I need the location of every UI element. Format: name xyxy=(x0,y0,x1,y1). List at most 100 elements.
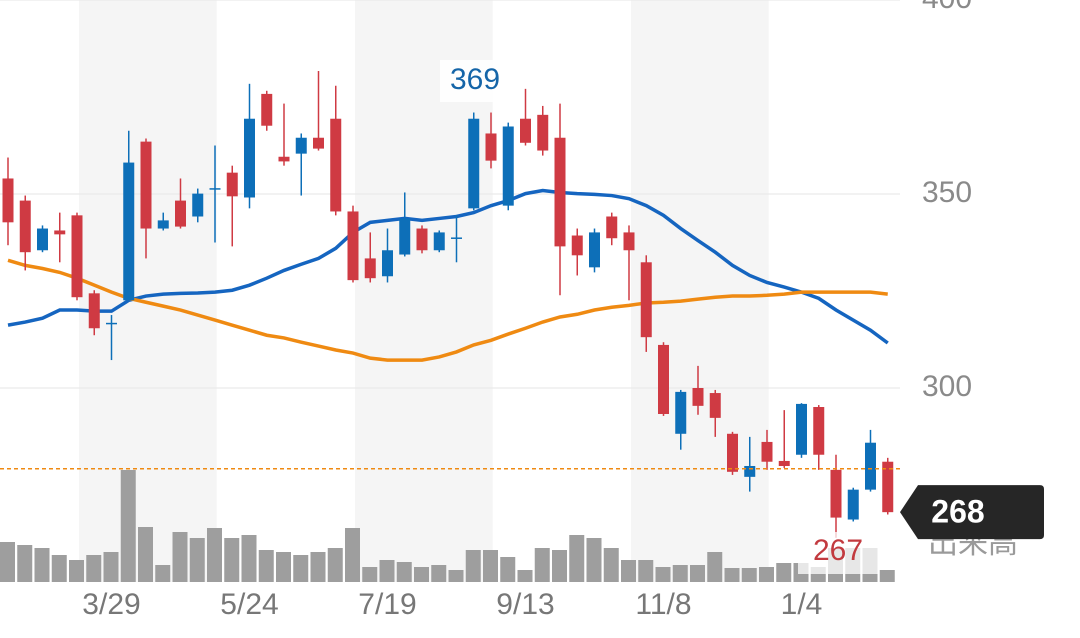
volume-bar xyxy=(707,552,723,582)
volume-bar xyxy=(672,565,688,582)
price-marker-badge xyxy=(900,485,1044,540)
volume-bar xyxy=(465,550,481,582)
candle-body xyxy=(399,218,411,255)
volume-bar xyxy=(414,567,429,582)
volume-bar xyxy=(0,542,15,582)
shade-band xyxy=(631,0,769,582)
x-tick-label: 11/8 xyxy=(635,588,691,621)
x-tick-label: 3/29 xyxy=(82,588,140,621)
candle-body xyxy=(71,215,83,298)
candle-body xyxy=(571,235,583,256)
volume-bar xyxy=(207,528,222,582)
volume-bar xyxy=(224,538,240,582)
volume-bar xyxy=(155,565,171,582)
volume-bar xyxy=(69,560,84,582)
candle-body xyxy=(88,293,100,329)
volume-bar xyxy=(741,568,757,582)
volume-bar xyxy=(483,550,498,582)
candle-body xyxy=(433,232,445,251)
candle-body xyxy=(606,216,618,239)
volume-bar xyxy=(276,552,291,582)
volume-bar xyxy=(879,570,895,582)
volume-bar xyxy=(17,545,33,582)
candle-body xyxy=(589,232,600,268)
candle-body xyxy=(761,441,773,462)
volume-bar xyxy=(759,567,774,582)
volume-bar xyxy=(293,555,309,582)
volume-bar xyxy=(431,565,447,582)
volume-bar xyxy=(241,535,257,582)
volume-bar xyxy=(690,565,705,582)
candle-body xyxy=(830,469,842,518)
candle-body xyxy=(175,200,186,227)
candle-body xyxy=(709,393,721,418)
candle-body xyxy=(692,388,704,406)
candle-body xyxy=(330,118,342,212)
y-tick-label: 350 xyxy=(922,176,972,209)
volume-bar xyxy=(258,550,274,582)
background xyxy=(79,0,769,582)
moving-average-line xyxy=(7,188,889,345)
shade-band xyxy=(79,0,217,582)
volume-bar xyxy=(172,532,188,582)
volume-bar xyxy=(51,555,67,582)
candle-body xyxy=(502,126,514,206)
candle-body xyxy=(416,228,428,251)
x-tick-label: 7/19 xyxy=(358,588,416,621)
low-annotation: 267 xyxy=(813,534,863,567)
candle-body xyxy=(468,118,480,209)
candle-body xyxy=(813,407,825,455)
candle-body xyxy=(882,461,894,513)
volume-bar xyxy=(120,470,136,582)
volume-bar xyxy=(310,552,326,582)
x-tick-label: 5/24 xyxy=(220,588,278,621)
candle-body xyxy=(364,258,376,279)
candle-body xyxy=(347,211,359,281)
candle-body xyxy=(727,433,738,472)
volume-bar xyxy=(517,570,533,582)
x-tick-label: 9/13 xyxy=(496,588,554,621)
candle-body xyxy=(54,230,66,235)
candle-body xyxy=(382,250,393,277)
candle-body xyxy=(261,93,273,126)
volume-bar xyxy=(724,568,740,582)
volume-bar xyxy=(379,560,395,582)
candle-body xyxy=(278,156,290,162)
volume-bar xyxy=(552,550,567,582)
candle-body xyxy=(157,220,169,229)
volume-bar xyxy=(138,527,153,582)
volume-bar xyxy=(103,552,119,582)
candle-body xyxy=(865,442,876,490)
candle-body xyxy=(192,193,204,217)
candle-body xyxy=(554,137,566,247)
candle-body xyxy=(623,232,635,251)
volume-bar xyxy=(534,548,550,582)
candle-body xyxy=(796,403,807,455)
volume-bar xyxy=(189,538,205,582)
volume-bar xyxy=(345,528,360,582)
candle-body xyxy=(658,344,669,414)
price-marker-label: 268 xyxy=(931,494,984,530)
candle-body xyxy=(226,172,238,197)
candle-body xyxy=(485,133,497,161)
volume-bar xyxy=(34,548,50,582)
candle-body xyxy=(537,114,549,151)
candle-body xyxy=(640,262,652,338)
volume-bar xyxy=(638,560,654,582)
y-tick-label: 300 xyxy=(922,370,972,403)
volume-bar xyxy=(655,567,671,582)
candle-body xyxy=(2,178,14,223)
volume-bar xyxy=(86,555,102,582)
volume-bar xyxy=(586,538,602,582)
annotation-bg xyxy=(440,60,510,102)
candle-body xyxy=(295,137,307,154)
volume-bar xyxy=(621,560,636,582)
candle-body xyxy=(106,322,117,325)
x-tick-label: 1/4 xyxy=(781,588,823,621)
volume-bar xyxy=(362,567,378,582)
candle-body xyxy=(313,137,324,149)
candle-body xyxy=(123,162,135,301)
high-annotation: 369 xyxy=(450,63,500,96)
candle-body xyxy=(140,141,152,229)
volume-bar xyxy=(396,562,412,582)
